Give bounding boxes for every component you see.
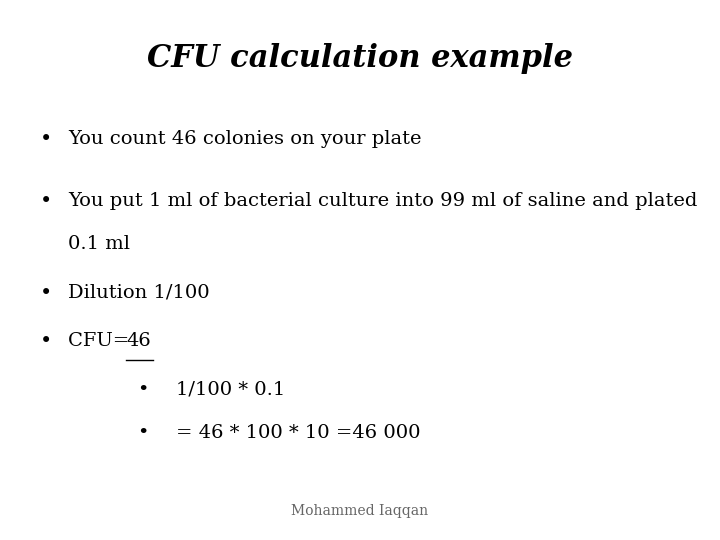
Text: You count 46 colonies on your plate: You count 46 colonies on your plate [68,130,422,147]
Text: 0.1 ml: 0.1 ml [68,235,130,253]
Text: •: • [137,381,148,399]
Text: •: • [137,424,148,442]
Text: Mohammed Iaqqan: Mohammed Iaqqan [292,504,428,518]
Text: •: • [40,332,52,351]
Text: •: • [40,130,52,148]
Text: CFU calculation example: CFU calculation example [147,43,573,74]
Text: CFU=: CFU= [68,332,136,350]
Text: •: • [40,192,52,211]
Text: Dilution 1/100: Dilution 1/100 [68,284,210,301]
Text: •: • [40,284,52,302]
Text: 46: 46 [126,332,150,350]
Text: = 46 * 100 * 10 =46 000: = 46 * 100 * 10 =46 000 [176,424,421,442]
Text: 1/100 * 0.1: 1/100 * 0.1 [176,381,286,399]
Text: You put 1 ml of bacterial culture into 99 ml of saline and plated: You put 1 ml of bacterial culture into 9… [68,192,698,210]
